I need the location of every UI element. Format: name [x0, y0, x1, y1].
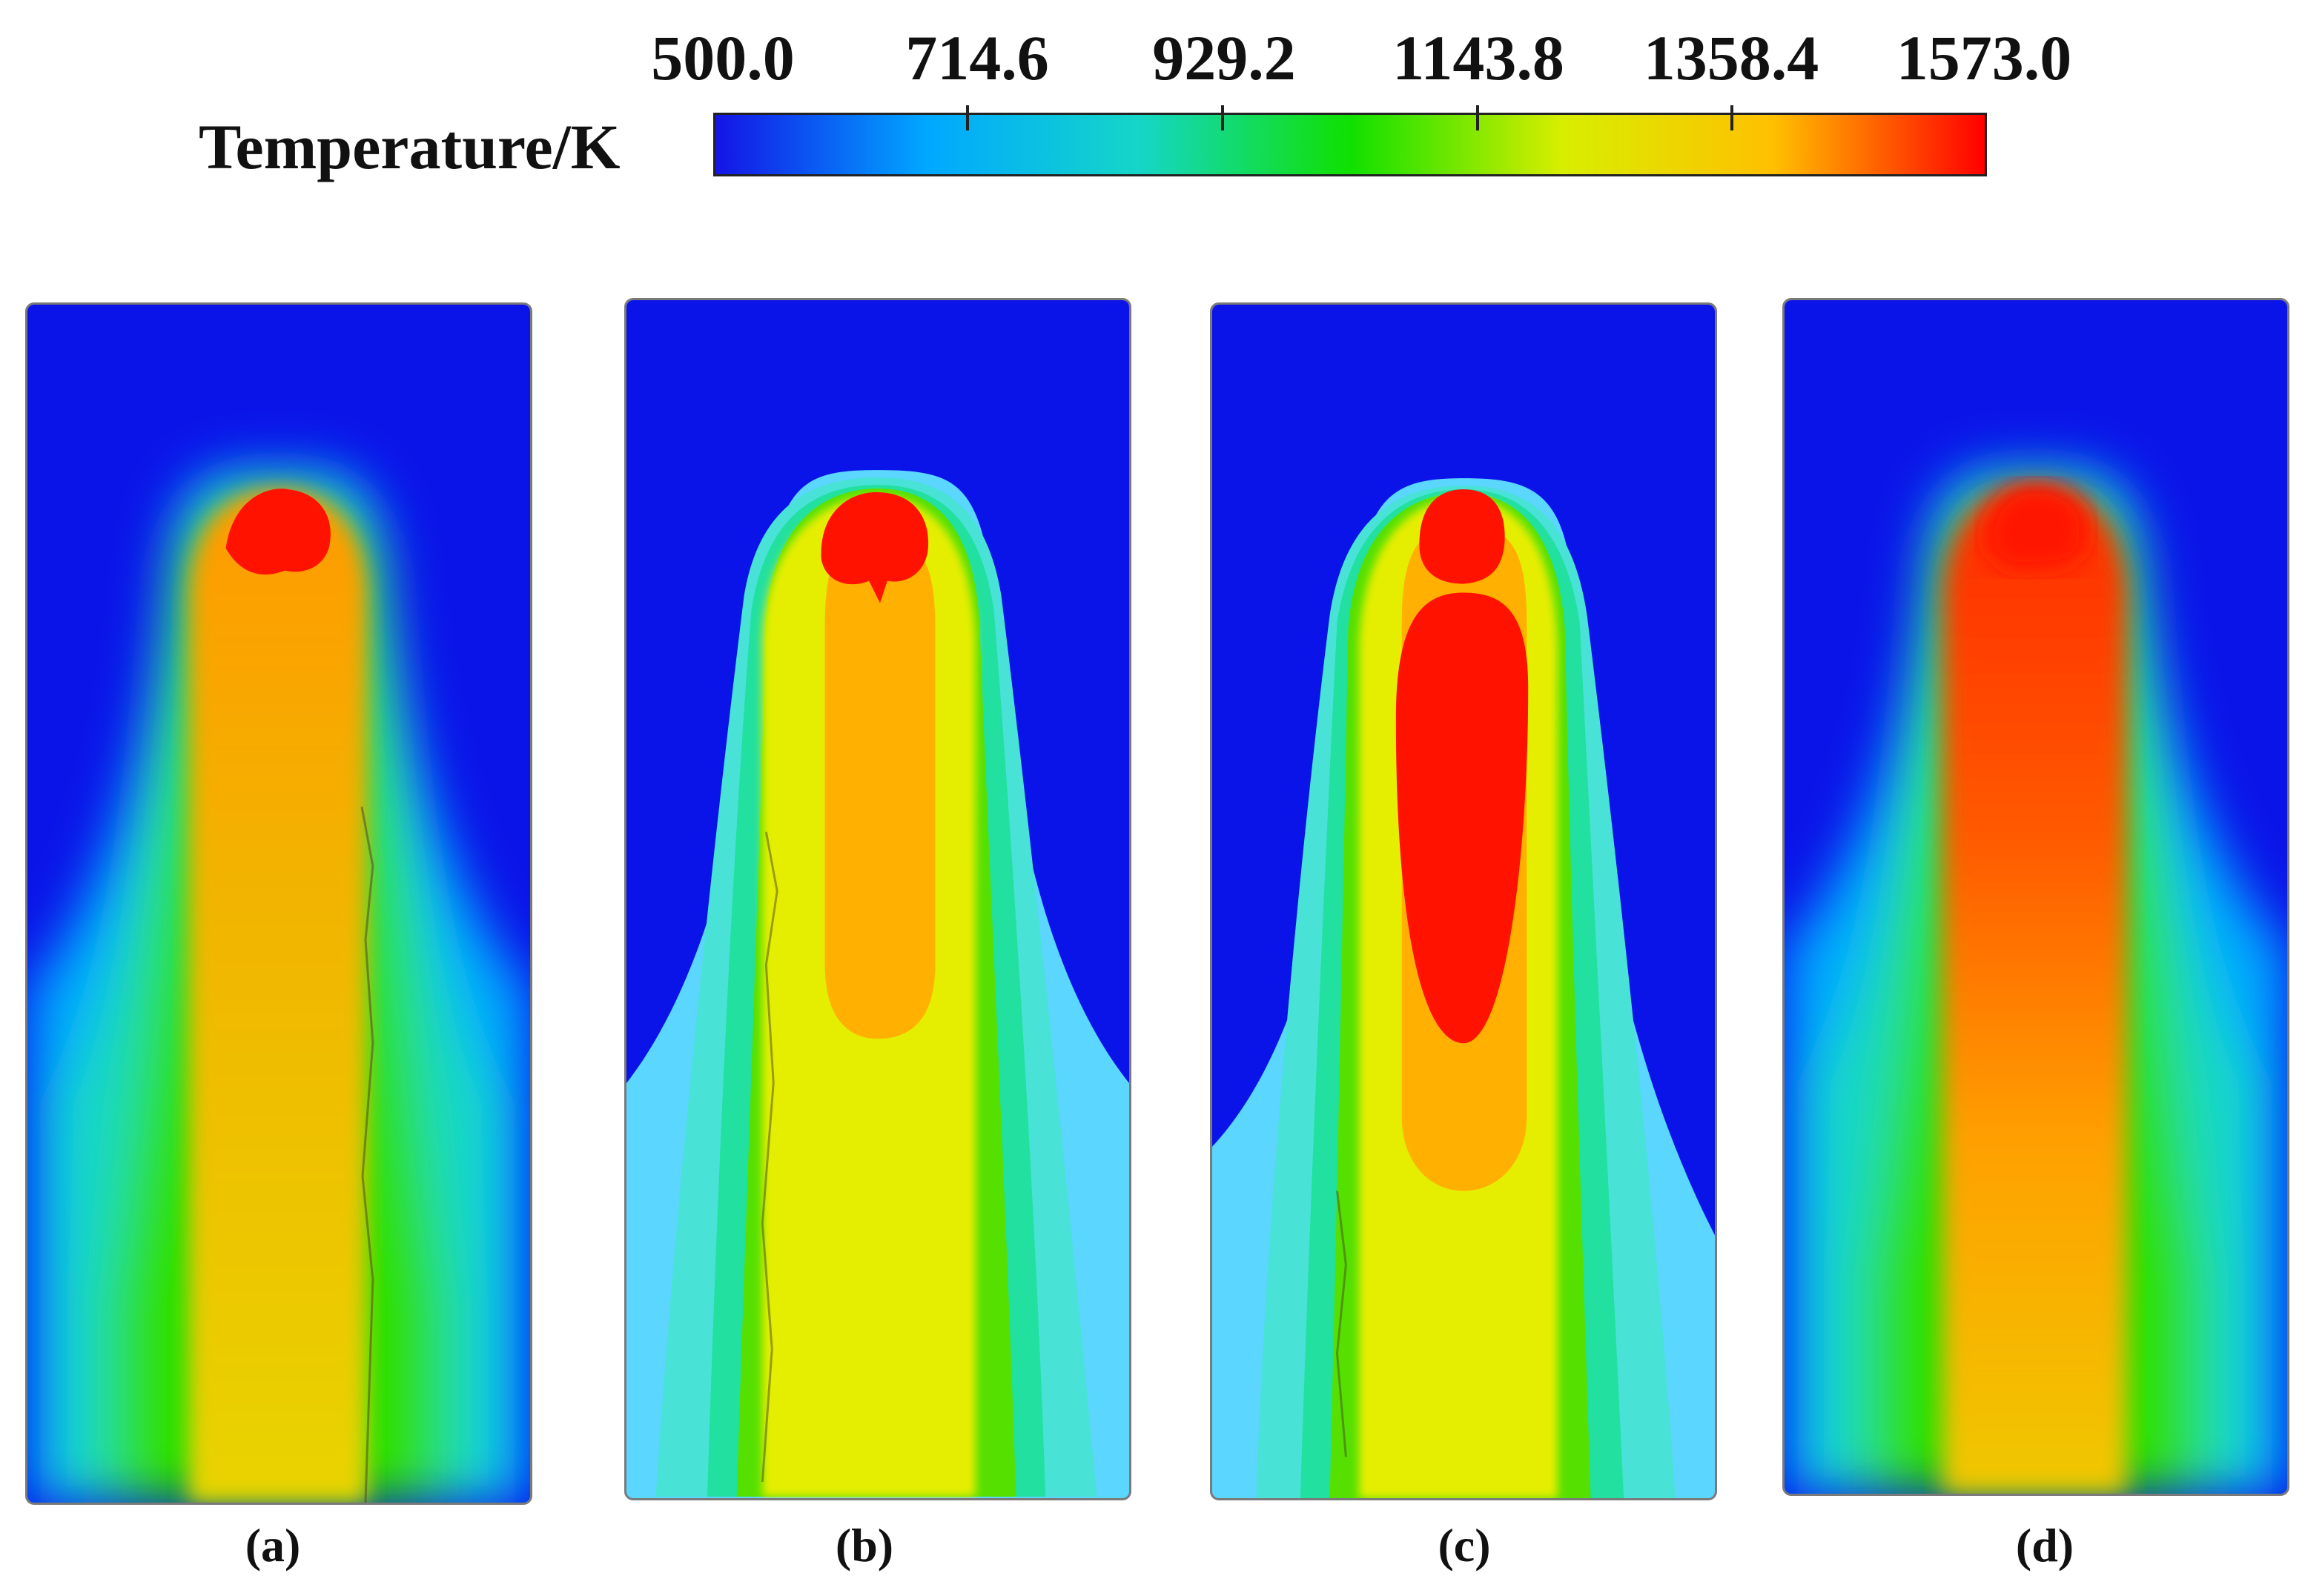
tick-mark-3 — [1476, 105, 1479, 130]
tick-label-5: 1573.0 — [1896, 22, 2072, 93]
temperature-field-panel-b — [624, 298, 1131, 1500]
tick-label-4: 1358.4 — [1643, 22, 1819, 93]
tick-mark-4 — [1730, 105, 1733, 130]
temperature-colorbar — [713, 113, 1987, 176]
panel-label-b: (b) — [835, 1519, 894, 1572]
tick-label-0: 500.0 — [651, 22, 795, 93]
tick-label-1: 714.6 — [905, 22, 1049, 93]
temperature-field-panel-c — [1210, 302, 1717, 1500]
temperature-field-panel-d — [1782, 298, 2289, 1496]
tick-mark-1 — [966, 105, 969, 130]
panel-label-c: (c) — [1438, 1519, 1491, 1572]
panel-label-d: (d) — [2015, 1519, 2074, 1572]
tick-mark-2 — [1221, 105, 1224, 130]
tick-label-2: 929.2 — [1152, 22, 1296, 93]
tick-label-3: 1143.8 — [1392, 22, 1564, 93]
temperature-field-panel-a — [25, 302, 532, 1505]
legend-title: Temperature/K — [199, 111, 621, 182]
panel-label-a: (a) — [245, 1519, 301, 1572]
